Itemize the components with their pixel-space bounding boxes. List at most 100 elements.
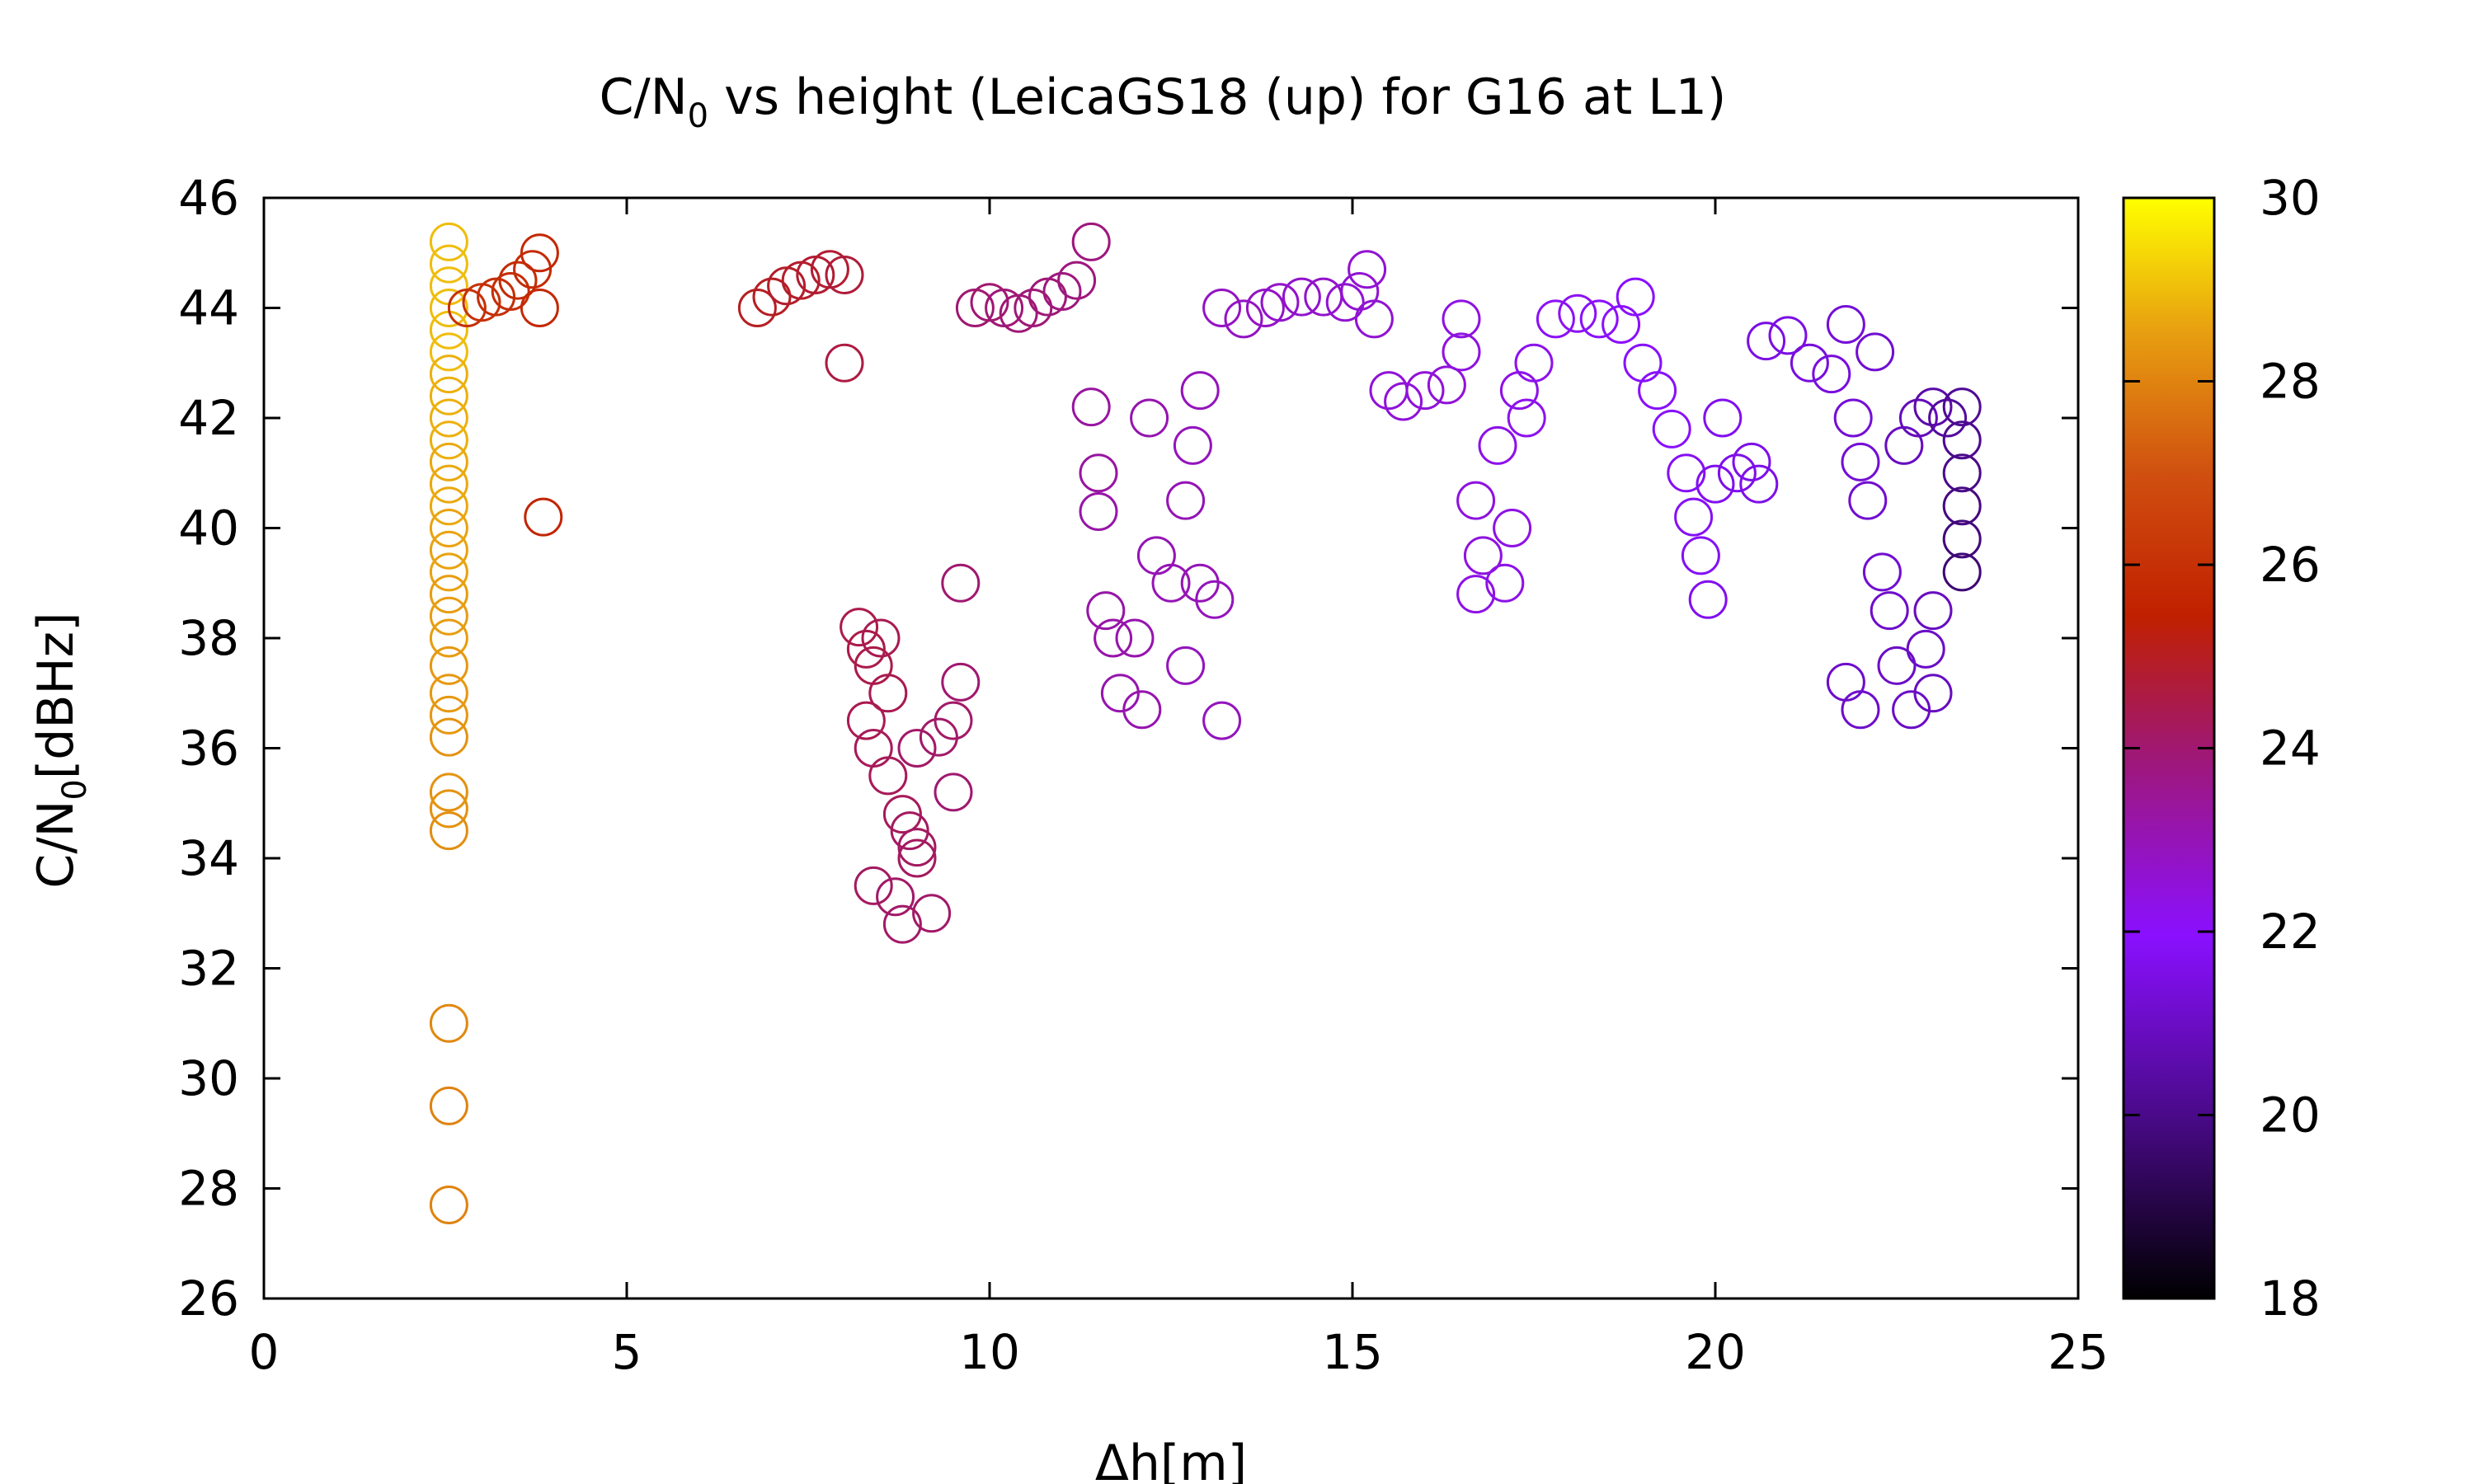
data-point xyxy=(1057,261,1097,300)
data-point xyxy=(1042,272,1082,311)
y-tick-label: 32 xyxy=(178,941,239,997)
data-point xyxy=(1014,289,1053,327)
data-point xyxy=(1260,283,1300,322)
data-point xyxy=(429,509,468,547)
data-point xyxy=(429,674,468,713)
data-point xyxy=(861,618,901,658)
data-point xyxy=(1942,519,1982,559)
data-point xyxy=(429,464,468,504)
data-point xyxy=(429,376,468,416)
data-point xyxy=(1442,332,1481,372)
data-point xyxy=(1282,277,1321,317)
x-axis-ticks: 0 5 10 15 20 25 xyxy=(249,198,2109,1380)
colorbar-tick-label: 20 xyxy=(2260,1087,2321,1144)
data-point xyxy=(520,289,559,327)
x-axis-label: Δh[m] xyxy=(1095,1435,1247,1484)
data-point xyxy=(934,773,973,812)
data-point xyxy=(737,289,777,327)
data-point xyxy=(1493,509,1532,547)
data-point xyxy=(868,674,908,713)
y-tick-label: 44 xyxy=(178,280,239,336)
data-point xyxy=(1173,425,1212,465)
colorbar-tick-label: 28 xyxy=(2260,354,2321,410)
data-point xyxy=(1696,464,1735,504)
data-point xyxy=(897,838,937,878)
data-point xyxy=(429,420,468,460)
data-point xyxy=(882,795,922,834)
data-point xyxy=(1833,398,1873,438)
data-point xyxy=(429,486,468,526)
data-point xyxy=(429,398,468,438)
data-point xyxy=(1499,371,1539,411)
data-point xyxy=(1180,563,1220,603)
data-point xyxy=(1115,618,1155,658)
x-tick-label: 15 xyxy=(1322,1324,1383,1380)
chart-title-subscript: 0 xyxy=(688,97,708,135)
data-point xyxy=(1478,425,1517,465)
data-point xyxy=(1790,343,1829,383)
data-point xyxy=(1623,343,1663,383)
data-point xyxy=(429,310,468,350)
y-tick-label: 38 xyxy=(178,610,239,666)
data-point xyxy=(1536,299,1575,339)
data-point xyxy=(429,1003,468,1043)
data-point xyxy=(1348,250,1387,289)
y-tick-label: 28 xyxy=(178,1161,239,1217)
data-point xyxy=(890,811,929,851)
data-point xyxy=(941,563,981,603)
data-point xyxy=(1195,580,1235,619)
data-point xyxy=(524,497,563,537)
data-point xyxy=(429,289,468,327)
data-point xyxy=(1942,552,1982,592)
data-point xyxy=(1384,382,1423,421)
data-point xyxy=(429,266,468,306)
y-tick-label: 46 xyxy=(178,170,239,226)
data-point xyxy=(491,272,530,311)
data-point xyxy=(882,904,922,944)
colorbar-tick-label: 26 xyxy=(2260,537,2321,593)
data-point xyxy=(1841,442,1880,481)
data-point xyxy=(1166,646,1206,685)
data-point xyxy=(429,646,468,685)
data-point xyxy=(840,608,879,647)
data-point xyxy=(752,277,792,317)
data-point xyxy=(429,244,468,284)
data-point xyxy=(1703,398,1743,438)
data-point xyxy=(1942,420,1982,460)
data-point xyxy=(1717,453,1757,493)
data-point xyxy=(429,695,468,735)
data-point xyxy=(1898,398,1938,438)
data-point xyxy=(1732,442,1771,481)
data-point xyxy=(1928,398,1968,438)
data-point xyxy=(1079,453,1118,493)
chart-title: C/N0 vs height (LeicaGS18 (up) for G16 a… xyxy=(600,68,1727,135)
chart-title-suffix: vs height (LeicaGS18 (up) for G16 at L1) xyxy=(708,68,1726,126)
data-point xyxy=(1071,222,1111,261)
data-point xyxy=(1848,481,1888,520)
data-point xyxy=(498,261,538,300)
data-point xyxy=(1325,283,1365,322)
data-point xyxy=(876,877,915,917)
data-point xyxy=(1094,618,1133,658)
plot-frame xyxy=(262,196,2080,1300)
data-point xyxy=(1667,453,1706,493)
data-point xyxy=(1166,481,1206,520)
data-point xyxy=(825,256,864,294)
data-point xyxy=(1768,316,1808,355)
data-point xyxy=(1579,299,1619,339)
data-point xyxy=(429,530,468,570)
data-point xyxy=(854,866,893,905)
x-tick-label: 20 xyxy=(1685,1324,1746,1380)
data-point xyxy=(1906,629,1945,669)
data-point xyxy=(1616,277,1655,317)
colorbar-tick-label: 22 xyxy=(2260,904,2321,960)
data-point xyxy=(1304,277,1343,317)
data-point xyxy=(1427,365,1466,405)
data-point xyxy=(912,894,952,933)
data-point xyxy=(520,233,559,273)
x-tick-label: 5 xyxy=(612,1324,642,1380)
data-point xyxy=(1514,343,1554,383)
data-point xyxy=(429,442,468,481)
y-axis-ticks: 26 28 30 32 34 36 38 40 42 44 46 xyxy=(178,170,2078,1327)
